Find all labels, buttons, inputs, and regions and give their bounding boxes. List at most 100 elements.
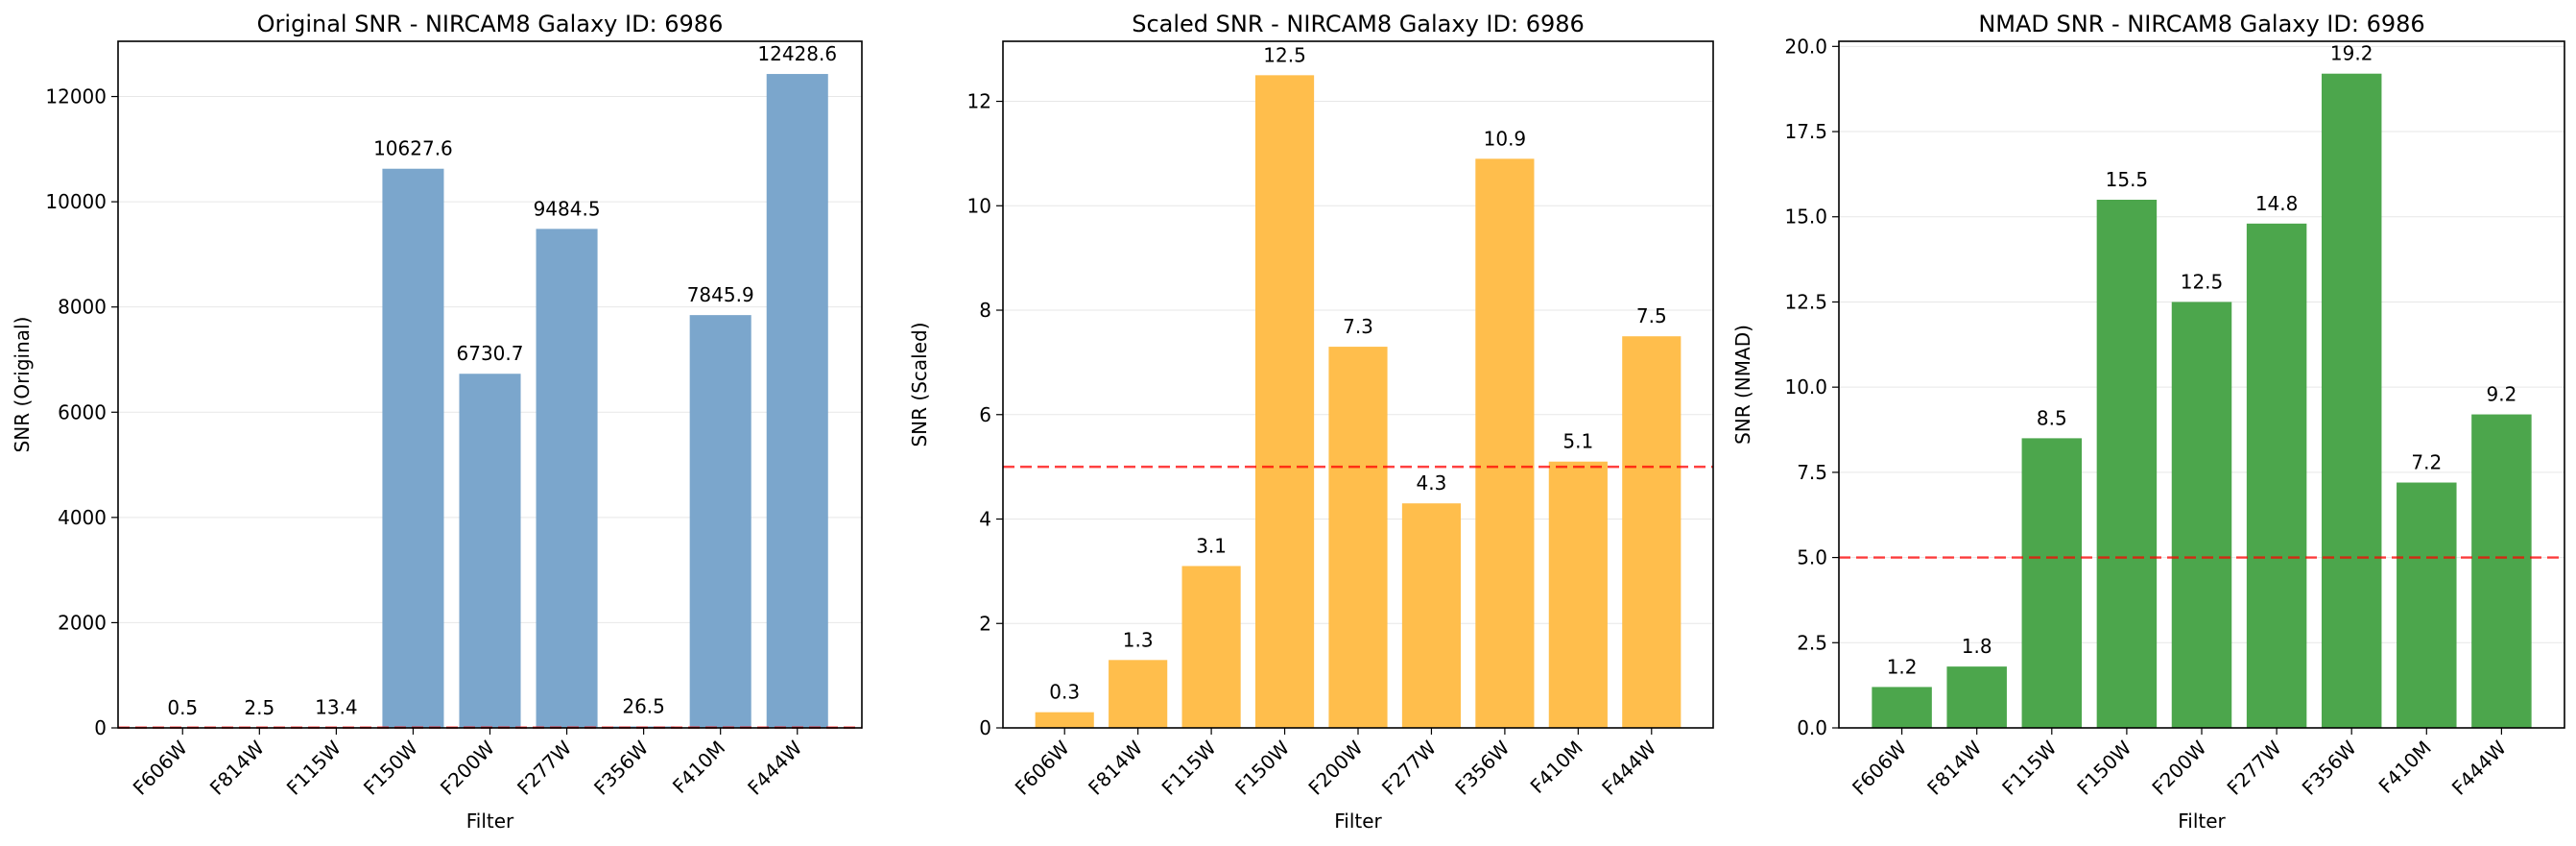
- y-tick-label: 20.0: [1784, 35, 1827, 58]
- chart-title: NMAD SNR - NIRCAM8 Galaxy ID: 6986: [1978, 11, 2424, 37]
- data-label: 12.5: [2181, 270, 2224, 293]
- bar-F410M: [689, 315, 751, 728]
- y-tick-label: 17.5: [1784, 120, 1827, 143]
- x-tick-label: F814W: [205, 736, 269, 799]
- data-label: 7845.9: [687, 283, 754, 306]
- bar-F150W: [1254, 75, 1315, 728]
- y-axis-label: SNR (Original): [11, 317, 34, 453]
- data-label: 13.4: [315, 695, 358, 718]
- bar-F356W: [1475, 158, 1535, 729]
- data-label: 14.8: [2255, 192, 2299, 215]
- y-tick-label: 10000: [45, 190, 107, 213]
- y-tick-label: 10: [967, 194, 991, 217]
- bar-F606W: [1035, 712, 1094, 728]
- bar-F814W: [1946, 666, 2007, 728]
- chart-panel-2: 0.3 1.3 3.1 12.5 7.3 4.3 10.9 5.1 7.5 0 2 4 6 8 10 12 F6…: [908, 11, 1714, 833]
- x-axis-label: Filter: [2178, 810, 2226, 833]
- x-tick-label: F277W: [2223, 736, 2286, 799]
- x-axis-label: Filter: [466, 810, 514, 833]
- data-label: 4.3: [1417, 471, 1447, 495]
- data-label: 12.5: [1263, 43, 1306, 66]
- bar-F115W: [1181, 566, 1241, 728]
- x-tick-label: F444W: [2447, 736, 2511, 799]
- y-tick-label: 8: [979, 299, 991, 322]
- bar-F150W: [2096, 200, 2158, 728]
- x-tick-label: F444W: [1597, 736, 1660, 799]
- x-tick-label: F150W: [1230, 736, 1294, 799]
- x-tick-label: F606W: [1848, 736, 1911, 799]
- y-tick-label: 2: [979, 612, 991, 635]
- x-tick-label: F356W: [589, 736, 653, 799]
- y-tick-label: 4: [979, 508, 991, 531]
- bar-F200W: [459, 374, 521, 728]
- y-tick-label: 12000: [45, 85, 107, 109]
- x-tick-label: F115W: [282, 736, 346, 799]
- y-tick-label: 10.0: [1784, 375, 1827, 399]
- data-label: 15.5: [2106, 168, 2149, 191]
- x-tick-label: F814W: [1084, 736, 1147, 799]
- bar-F277W: [1401, 503, 1462, 728]
- y-tick-label: 8000: [58, 296, 107, 319]
- y-tick-label: 2000: [58, 611, 107, 634]
- x-tick-label: F814W: [1922, 736, 1986, 799]
- data-label: 26.5: [622, 695, 665, 718]
- bar-F356W: [2321, 73, 2382, 729]
- chart-title: Scaled SNR - NIRCAM8 Galaxy ID: 6986: [1132, 11, 1585, 37]
- data-label: 12428.6: [757, 42, 837, 65]
- data-label: 5.1: [1562, 430, 1593, 453]
- y-tick-label: 0: [94, 716, 107, 739]
- bar-F277W: [536, 229, 598, 729]
- x-tick-label: F150W: [359, 736, 422, 799]
- chart-panel-3: 1.2 1.8 8.5 15.5 12.5 14.8 19.2 7.2 9.2 0.0 2.5 5.0…: [1731, 11, 2565, 833]
- bar-F200W: [1328, 347, 1388, 728]
- data-label: 10627.6: [373, 137, 453, 160]
- x-tick-label: F410M: [668, 737, 729, 798]
- x-tick-label: F200W: [436, 736, 499, 799]
- data-label: 1.3: [1123, 628, 1154, 651]
- bar-F410M: [2397, 482, 2457, 728]
- y-tick-label: 15.0: [1784, 205, 1827, 229]
- x-tick-label: F444W: [743, 736, 806, 799]
- data-label: 9.2: [2486, 383, 2516, 406]
- x-tick-label: F200W: [1303, 736, 1367, 799]
- x-tick-label: F410M: [2374, 737, 2436, 798]
- x-tick-label: F356W: [1450, 736, 1514, 799]
- bar-F277W: [2246, 223, 2307, 728]
- x-tick-label: F115W: [1997, 736, 2061, 799]
- x-tick-label: F200W: [2147, 736, 2210, 799]
- data-label: 8.5: [2037, 406, 2067, 429]
- chart-title: Original SNR - NIRCAM8 Galaxy ID: 6986: [257, 11, 724, 37]
- x-tick-label: F606W: [1011, 736, 1074, 799]
- x-tick-label: F356W: [2298, 736, 2361, 799]
- y-tick-label: 12.5: [1784, 290, 1827, 313]
- data-label: 7.3: [1343, 315, 1373, 338]
- data-label: 1.2: [1887, 655, 1918, 678]
- x-tick-label: F410M: [1526, 737, 1587, 798]
- bar-F410M: [1548, 461, 1608, 728]
- data-label: 0.3: [1049, 681, 1080, 704]
- data-label: 6730.7: [457, 342, 524, 365]
- y-tick-label: 7.5: [1797, 461, 1827, 484]
- chart-panel-1: 0.5 2.5 13.4 10627.6 6730.7 9484.5 26.5 7845.9 1…: [11, 11, 863, 833]
- data-label: 7.2: [2411, 451, 2442, 474]
- bar-F814W: [1109, 660, 1168, 728]
- bar-F444W: [1622, 336, 1682, 728]
- data-label: 2.5: [244, 696, 274, 719]
- x-tick-label: F277W: [513, 736, 576, 799]
- data-label: 7.5: [1636, 304, 1667, 327]
- data-label: 19.2: [2330, 42, 2373, 65]
- data-label: 9484.5: [534, 197, 601, 220]
- data-label: 10.9: [1484, 127, 1527, 150]
- y-tick-label: 0: [979, 716, 991, 739]
- y-tick-label: 4000: [58, 506, 107, 529]
- y-tick-label: 0.0: [1797, 716, 1827, 739]
- bar-F606W: [1872, 687, 1932, 728]
- y-tick-label: 6000: [58, 400, 107, 423]
- bar-F200W: [2171, 302, 2232, 728]
- bar-F444W: [2471, 414, 2532, 728]
- y-tick-label: 5.0: [1797, 546, 1827, 569]
- x-tick-label: F115W: [1157, 736, 1221, 799]
- data-label: 0.5: [167, 696, 198, 719]
- y-tick-label: 2.5: [1797, 631, 1827, 654]
